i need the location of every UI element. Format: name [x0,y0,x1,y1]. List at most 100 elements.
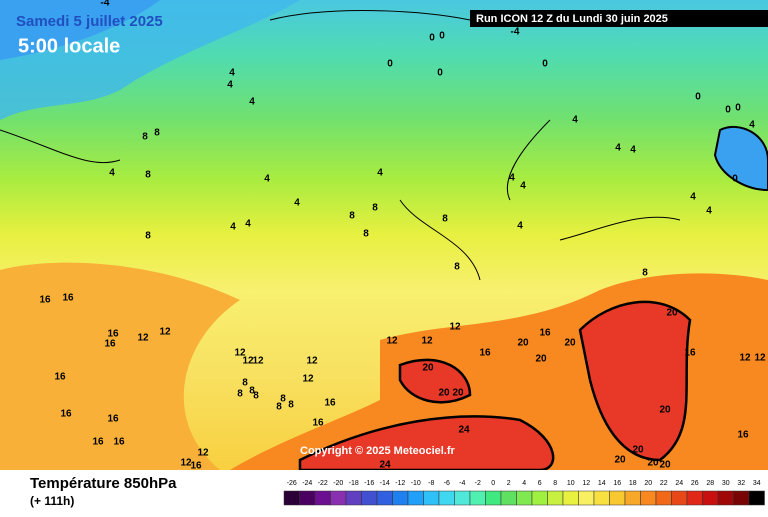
contour-label: 0 [725,105,731,116]
colorbar-swatch [671,490,688,506]
colorbar-tick-label: -24 [302,480,312,487]
colorbar-swatch [578,490,595,506]
colorbar-swatch [500,490,517,506]
contour-label: 20 [659,460,671,471]
contour-label: 4 [630,145,636,156]
contour-label: 12 [252,356,264,367]
colorbar-swatch [314,490,331,506]
colorbar-swatch [640,490,657,506]
colorbar-swatch [407,490,424,506]
contour-label: 8 [249,386,255,397]
contour-label: 0 [439,31,445,42]
contour-label: 4 [109,168,115,179]
contour-label: 12 [386,336,398,347]
contour-label: 0 [429,33,435,44]
contour-label: 12 [302,374,314,385]
contour-label: 16 [62,293,74,304]
contour-label: 20 [564,338,576,349]
contour-label: 8 [280,394,286,405]
contour-label: 8 [349,211,355,222]
colorbar-swatch [516,490,533,506]
colorbar-tick-label: 28 [706,480,714,487]
contour-label: 0 [437,68,443,79]
contour-label: 4 [264,174,270,185]
colorbar-swatch [547,490,564,506]
contour-label: 16 [107,329,119,340]
colorbar-tick-label: 20 [644,480,652,487]
contour-label: 24 [458,425,470,436]
contour-label: 4 [509,173,515,184]
colorbar-tick-label: -22 [318,480,328,487]
contour-label: 4 [230,222,236,233]
colorbar-swatch [748,490,765,506]
contour-label: 8 [237,389,243,400]
contour-label: 8 [145,231,151,242]
colorbar-swatch [655,490,672,506]
colorbar-swatch [593,490,610,506]
contour-label: 0 [695,92,701,103]
colorbar-swatch [609,490,626,506]
contour-label: 16 [737,430,749,441]
contour-label: 12 [739,353,751,364]
contour-label: 12 [754,353,766,364]
warm-region [0,262,240,470]
colorbar-tick-label: -6 [444,480,450,487]
contour-label: 8 [372,203,378,214]
contour-label: 16 [312,418,324,429]
colorbar-tick-label: 4 [522,480,526,487]
contour-label: 4 [245,219,251,230]
contour-label: 8 [288,400,294,411]
coastline [0,10,681,281]
contour-label: 12 [242,356,254,367]
colorbar-swatch [376,490,393,506]
time-label: 5:00 locale [18,35,120,57]
colorbar-swatch [733,490,750,506]
colorbar: -26 -24 -22 -20 -18 -16 -14 -12 -10 -8 -6 -4 -2 0 2 4 6 8… [283,480,765,506]
contour-label: 4 [706,206,712,217]
contour-label: 8 [363,229,369,240]
colorbar-swatch [361,490,378,506]
colorbar-tick-label: 24 [675,480,683,487]
contour-label: 0 [387,59,393,70]
contour-label: 8 [142,132,148,143]
colorbar-tick-label: 14 [598,480,606,487]
contour-label: 4 [294,198,300,209]
colorbar-swatch [686,490,703,506]
contour-label: 4 [249,97,255,108]
contour-label: 8 [442,214,448,225]
contour-label: 8 [145,170,151,181]
contour-label: 4 [520,181,526,192]
contour-label: 4 [749,120,755,131]
contour-label: 4 [229,68,235,79]
contour-label: -4 [101,0,110,9]
contour-label: 16 [684,348,696,359]
colorbar-tick-label: 2 [507,480,511,487]
colorbar-tick-label: -4 [459,480,465,487]
contour-label: 4 [690,192,696,203]
contour-label: 8 [253,391,259,402]
contour-label: 4 [227,80,233,91]
contour-label: 16 [60,409,72,420]
contour-label: 20 [438,388,450,399]
contour-label: 12 [234,348,246,359]
contour-label: 16 [539,328,551,339]
colorbar-swatch [717,490,734,506]
colorbar-swatch [702,490,719,506]
colorbar-swatch [469,490,486,506]
cold-region [0,0,160,60]
contour-label: 12 [180,458,192,469]
contour-label: 16 [479,348,491,359]
contour-label: 4 [517,221,523,232]
contour-label: 20 [614,455,626,466]
colorbar-swatch [345,490,362,506]
contour-label: 8 [454,262,460,273]
contour-label: -4 [511,27,520,38]
colorbar-tick-label: 12 [582,480,590,487]
run-banner [470,10,768,27]
contour-label: 20 [666,308,678,319]
contour-label: 16 [104,339,116,350]
hot-region [298,300,692,472]
